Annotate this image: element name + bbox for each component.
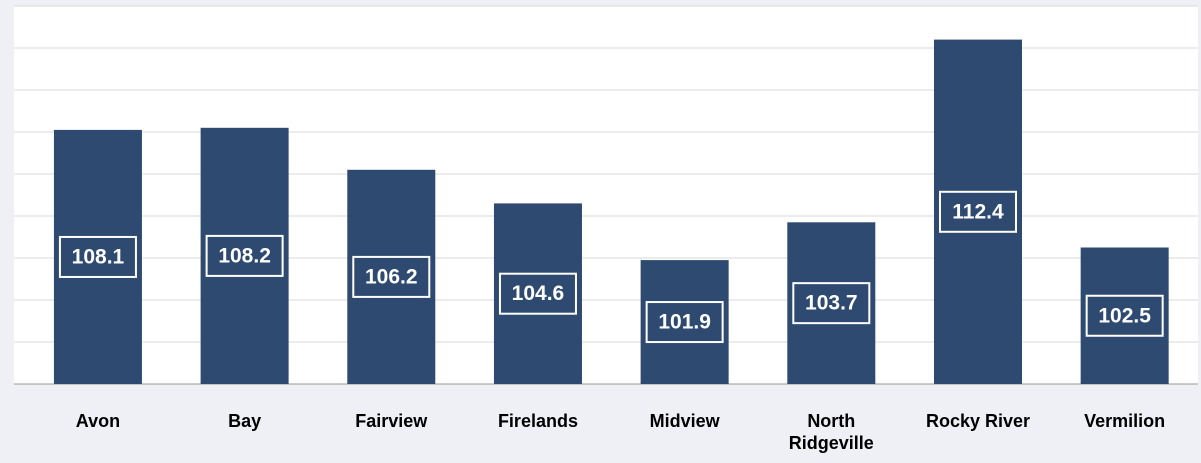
value-label-box: [352, 255, 431, 298]
value-label: 108.1: [72, 245, 125, 268]
value-label: 103.7: [805, 292, 858, 315]
value-label: 106.2: [365, 265, 418, 288]
x-tick-label: Avon: [75, 411, 121, 431]
value-label: 104.6: [512, 282, 565, 305]
value-label-box: [498, 272, 577, 315]
value-label-box: [205, 234, 284, 277]
value-label-box: [938, 190, 1017, 233]
value-label-box: [645, 301, 724, 344]
value-label-box: [1085, 294, 1164, 337]
value-label-box: [58, 235, 137, 278]
value-label: 102.5: [1098, 304, 1151, 327]
value-label: 101.9: [658, 311, 711, 334]
value-label: 112.4: [952, 200, 1004, 223]
x-tick-label: Firelands: [497, 411, 578, 431]
x-tick-label: Rocky River: [925, 411, 1031, 431]
x-tick-label: North Ridgeville: [788, 411, 874, 453]
value-label-box: [792, 282, 871, 325]
value-label: 108.2: [218, 244, 271, 267]
x-tick-label: Vermilion: [1084, 411, 1166, 431]
x-tick-label: Bay: [228, 411, 262, 431]
x-tick-label: Fairview: [355, 411, 428, 431]
x-tick-label: Midview: [649, 411, 720, 431]
